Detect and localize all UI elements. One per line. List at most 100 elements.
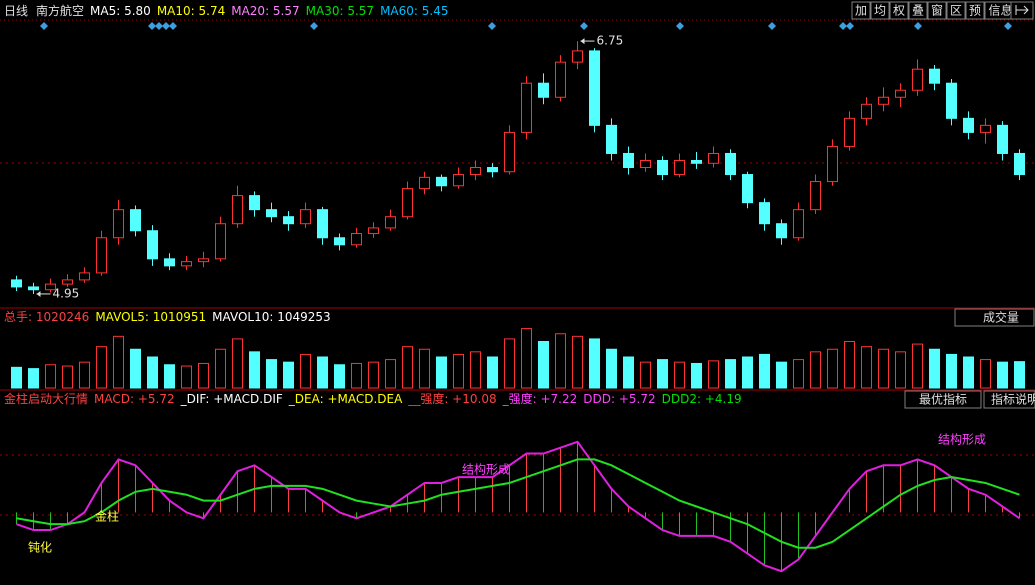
arrow-icon	[1015, 5, 1029, 15]
pane-borders	[0, 19, 1035, 516]
candle-body	[351, 233, 362, 246]
toolbar-button[interactable]	[889, 1, 909, 20]
note: 结构形成	[938, 432, 986, 447]
candle-body	[657, 159, 668, 176]
volume-bar	[351, 362, 362, 389]
volume-bar	[368, 361, 379, 389]
volume-bar	[793, 359, 804, 389]
candle-body	[572, 50, 583, 63]
candle-body	[96, 237, 107, 274]
volume-bar	[674, 361, 685, 389]
volume-bar	[300, 353, 311, 389]
volume-bar	[997, 361, 1008, 389]
candle-body	[79, 272, 90, 281]
volume-bar	[963, 356, 974, 389]
volume-bar	[79, 361, 90, 389]
legend-item: 金柱启动大行情	[4, 391, 88, 406]
toolbar-label: 预	[969, 4, 981, 18]
candle-body	[589, 50, 600, 126]
candle-body	[810, 181, 821, 211]
volume-bar	[708, 360, 719, 389]
marks: 6.75 4.95	[11, 34, 1025, 573]
annotation-label: 6.75	[597, 34, 624, 48]
note: 金柱	[95, 509, 119, 524]
toolbar-label: 加	[855, 4, 867, 18]
volume-bar	[878, 348, 889, 389]
toolbar-button[interactable]	[870, 1, 890, 20]
signal-diamonds	[40, 22, 1012, 30]
candle-body	[402, 188, 413, 218]
toolbar-label: 信息	[988, 3, 1012, 18]
candle-body	[946, 82, 957, 119]
candle-body	[623, 152, 634, 169]
candle-body	[198, 258, 209, 263]
toolbar-button[interactable]	[965, 1, 985, 20]
volume-bar	[1014, 361, 1025, 389]
legend-item: MA5: 5.80	[90, 4, 151, 18]
indicator-line	[16, 440, 1021, 573]
indicator-button[interactable]	[904, 390, 982, 409]
candle-body	[130, 209, 141, 232]
volume-bar	[334, 364, 345, 389]
legend-item: MAVOL5: 1010951	[95, 310, 206, 324]
annotation-label: 4.95	[53, 286, 80, 300]
volume-bar	[759, 353, 770, 389]
toolbar-button[interactable]	[851, 1, 871, 20]
toolbar-label: 权	[893, 4, 905, 18]
volume-button[interactable]	[954, 308, 1035, 327]
volume-bar	[810, 351, 821, 389]
candle-body	[521, 82, 532, 133]
volume-bar	[572, 335, 583, 389]
candle-body	[249, 195, 260, 211]
candle-body	[453, 174, 464, 187]
candle-body	[555, 61, 566, 98]
toolbar-label: 窗	[931, 4, 943, 18]
volume-bar	[827, 348, 838, 389]
candle-body	[827, 145, 838, 183]
indicator-legend: 金柱启动大行情 MACD: +5.72 _DIF: +MACD.DIF _DEA: +…	[4, 391, 742, 406]
candle-body	[1014, 152, 1025, 176]
candle-body	[232, 195, 243, 225]
legend-item: _DEA: +MACD.DEA	[288, 392, 403, 406]
note: 钝化	[28, 541, 52, 555]
candle-body	[861, 103, 872, 119]
toolbar-button[interactable]	[908, 1, 928, 20]
indicator-help-button[interactable]	[983, 390, 1035, 409]
candle-body	[317, 209, 328, 239]
legend-item: DDD: +5.72	[583, 392, 655, 406]
candle-body	[691, 159, 702, 164]
note: 结构形成	[462, 462, 510, 477]
volume-bar	[147, 356, 158, 389]
volume-legend: 总手: 1020246 MAVOL5: 1010951 MAVOL10: 10492…	[4, 310, 331, 324]
candle-body	[742, 174, 753, 204]
indicator-button-label: 最优指标	[919, 392, 967, 407]
toolbar-button[interactable]	[946, 1, 966, 20]
toolbar-button[interactable]	[927, 1, 947, 20]
legend-item: _DIF: +MACD.DIF	[180, 392, 283, 406]
candle-body	[300, 209, 311, 225]
candle-body	[113, 209, 124, 239]
volume-bar	[980, 359, 991, 389]
volume-bar	[28, 368, 39, 389]
candle-body	[674, 159, 685, 176]
period: 日线	[4, 4, 28, 18]
candle-body	[963, 117, 974, 133]
volume-bar	[623, 356, 634, 389]
candle-body	[929, 68, 940, 84]
candle-body	[368, 227, 379, 235]
legend-item: MA20: 5.57	[231, 4, 299, 18]
volume-bar	[419, 348, 430, 389]
candle-body	[11, 279, 22, 288]
candle-body	[283, 216, 294, 225]
legend-item: MAVOL10: 1049253	[212, 310, 331, 324]
volume-bar	[402, 346, 413, 389]
volume-button-label: 成交量	[983, 310, 1019, 325]
volume-bar	[861, 346, 872, 389]
volume-bar	[198, 362, 209, 389]
candle-body	[844, 117, 855, 147]
volume-bar	[912, 343, 923, 389]
volume-bar	[45, 364, 56, 389]
legend-item: __强度: +10.08	[407, 391, 496, 406]
